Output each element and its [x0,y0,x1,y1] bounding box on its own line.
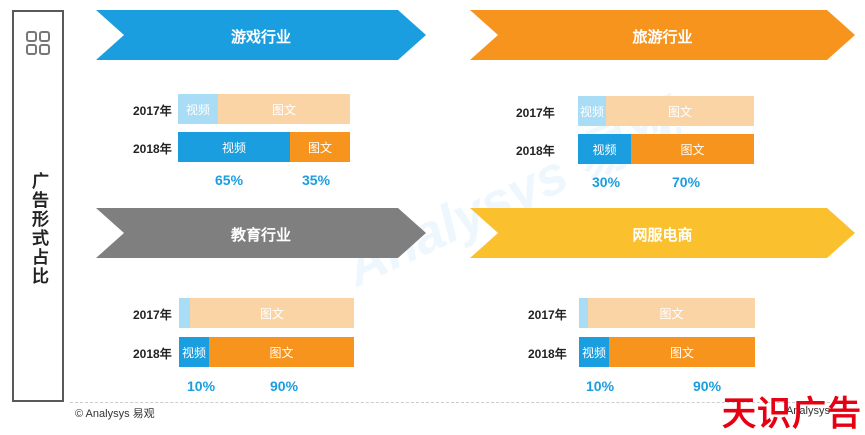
percent-label: 65% [215,172,244,188]
percent-label: 90% [693,378,722,394]
year-label: 2018年 [133,142,172,156]
year-label: 2017年 [133,104,172,118]
year-label: 2018年 [528,347,567,361]
bar-segment-video: 视频 [579,337,609,367]
industry-banner-3 [470,208,855,258]
industry-banner-shape [96,10,426,60]
bar-segment-video: 视频 [578,96,606,126]
industry-title: 游戏行业 [230,29,291,46]
percent-label: 10% [187,378,216,394]
percent-label: 10% [586,378,615,394]
footer-source: © Analysys 易观 [75,408,155,420]
year-label: 2017年 [133,308,172,322]
bar-segment-video: 视频 [578,134,631,164]
year-label: 2018年 [516,144,555,158]
bar-segment-video: 视频 [178,94,218,124]
bar-segment-text: 图文 [606,96,754,126]
year-label: 2017年 [516,106,555,120]
bar-segment-video [179,298,190,328]
industry-banner-shape [470,10,855,60]
industry-title: 旅游行业 [632,29,693,46]
industry-title: 教育行业 [230,227,291,244]
bar-segment-text: 图文 [609,337,755,367]
bar-segment-video [579,298,588,328]
bar-segment-video: 视频 [178,132,290,162]
bar-segment-text: 图文 [631,134,754,164]
brand-logo: 天识广告 [722,395,862,433]
percent-label: 90% [270,378,299,394]
industry-banner-2 [96,208,426,258]
left-panel: 广告形式占比 [12,10,64,402]
year-label: 2018年 [133,347,172,361]
percent-label: 35% [302,172,331,188]
bar-segment-text: 图文 [290,132,350,162]
bar-segment-video: 视频 [179,337,209,367]
industry-banner-shape [470,208,855,258]
industry-banner-shape [96,208,426,258]
percent-label: 30% [592,174,621,190]
industry-banner-1 [470,10,855,60]
industry-title: 网服电商 [632,227,693,244]
bar-segment-text: 图文 [190,298,354,328]
bar-segment-text: 图文 [588,298,755,328]
bar-segment-text: 图文 [209,337,354,367]
bar-segment-text: 图文 [218,94,350,124]
percent-label: 70% [672,174,701,190]
footer-divider [70,402,835,403]
left-title: 广告形式占比 [29,172,48,286]
year-label: 2017年 [528,308,567,322]
footer-brand-small: Analysys [785,405,830,417]
industry-banner-0 [96,10,426,60]
grid-icon [26,31,50,55]
